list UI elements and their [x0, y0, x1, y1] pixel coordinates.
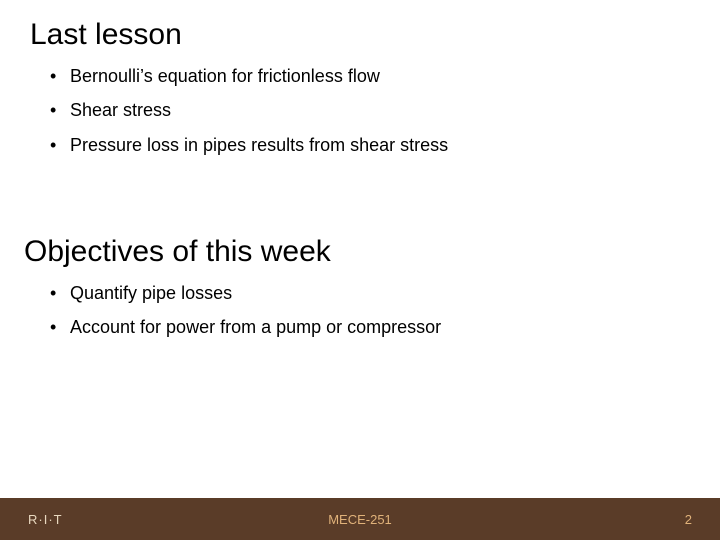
slide-footer: R·I·T MECE-251 2: [0, 498, 720, 540]
footer-left-logo: R·I·T: [28, 512, 63, 527]
bullet-item: Quantify pipe losses: [70, 281, 690, 305]
footer-page-number: 2: [685, 512, 692, 527]
section-heading-2: Objectives of this week: [24, 235, 690, 269]
bullet-item: Bernoulli’s equation for frictionless fl…: [70, 64, 690, 88]
bullet-list-1: Bernoulli’s equation for frictionless fl…: [30, 64, 690, 157]
footer-course-code: MECE-251: [328, 512, 392, 527]
bullet-list-2: Quantify pipe losses Account for power f…: [30, 281, 690, 340]
bullet-item: Pressure loss in pipes results from shea…: [70, 133, 690, 157]
slide: Last lesson Bernoulli’s equation for fri…: [0, 0, 720, 540]
slide-content: Last lesson Bernoulli’s equation for fri…: [0, 0, 720, 339]
bullet-item: Shear stress: [70, 98, 690, 122]
bullet-item: Account for power from a pump or compres…: [70, 315, 690, 339]
section-heading-1: Last lesson: [30, 18, 690, 52]
